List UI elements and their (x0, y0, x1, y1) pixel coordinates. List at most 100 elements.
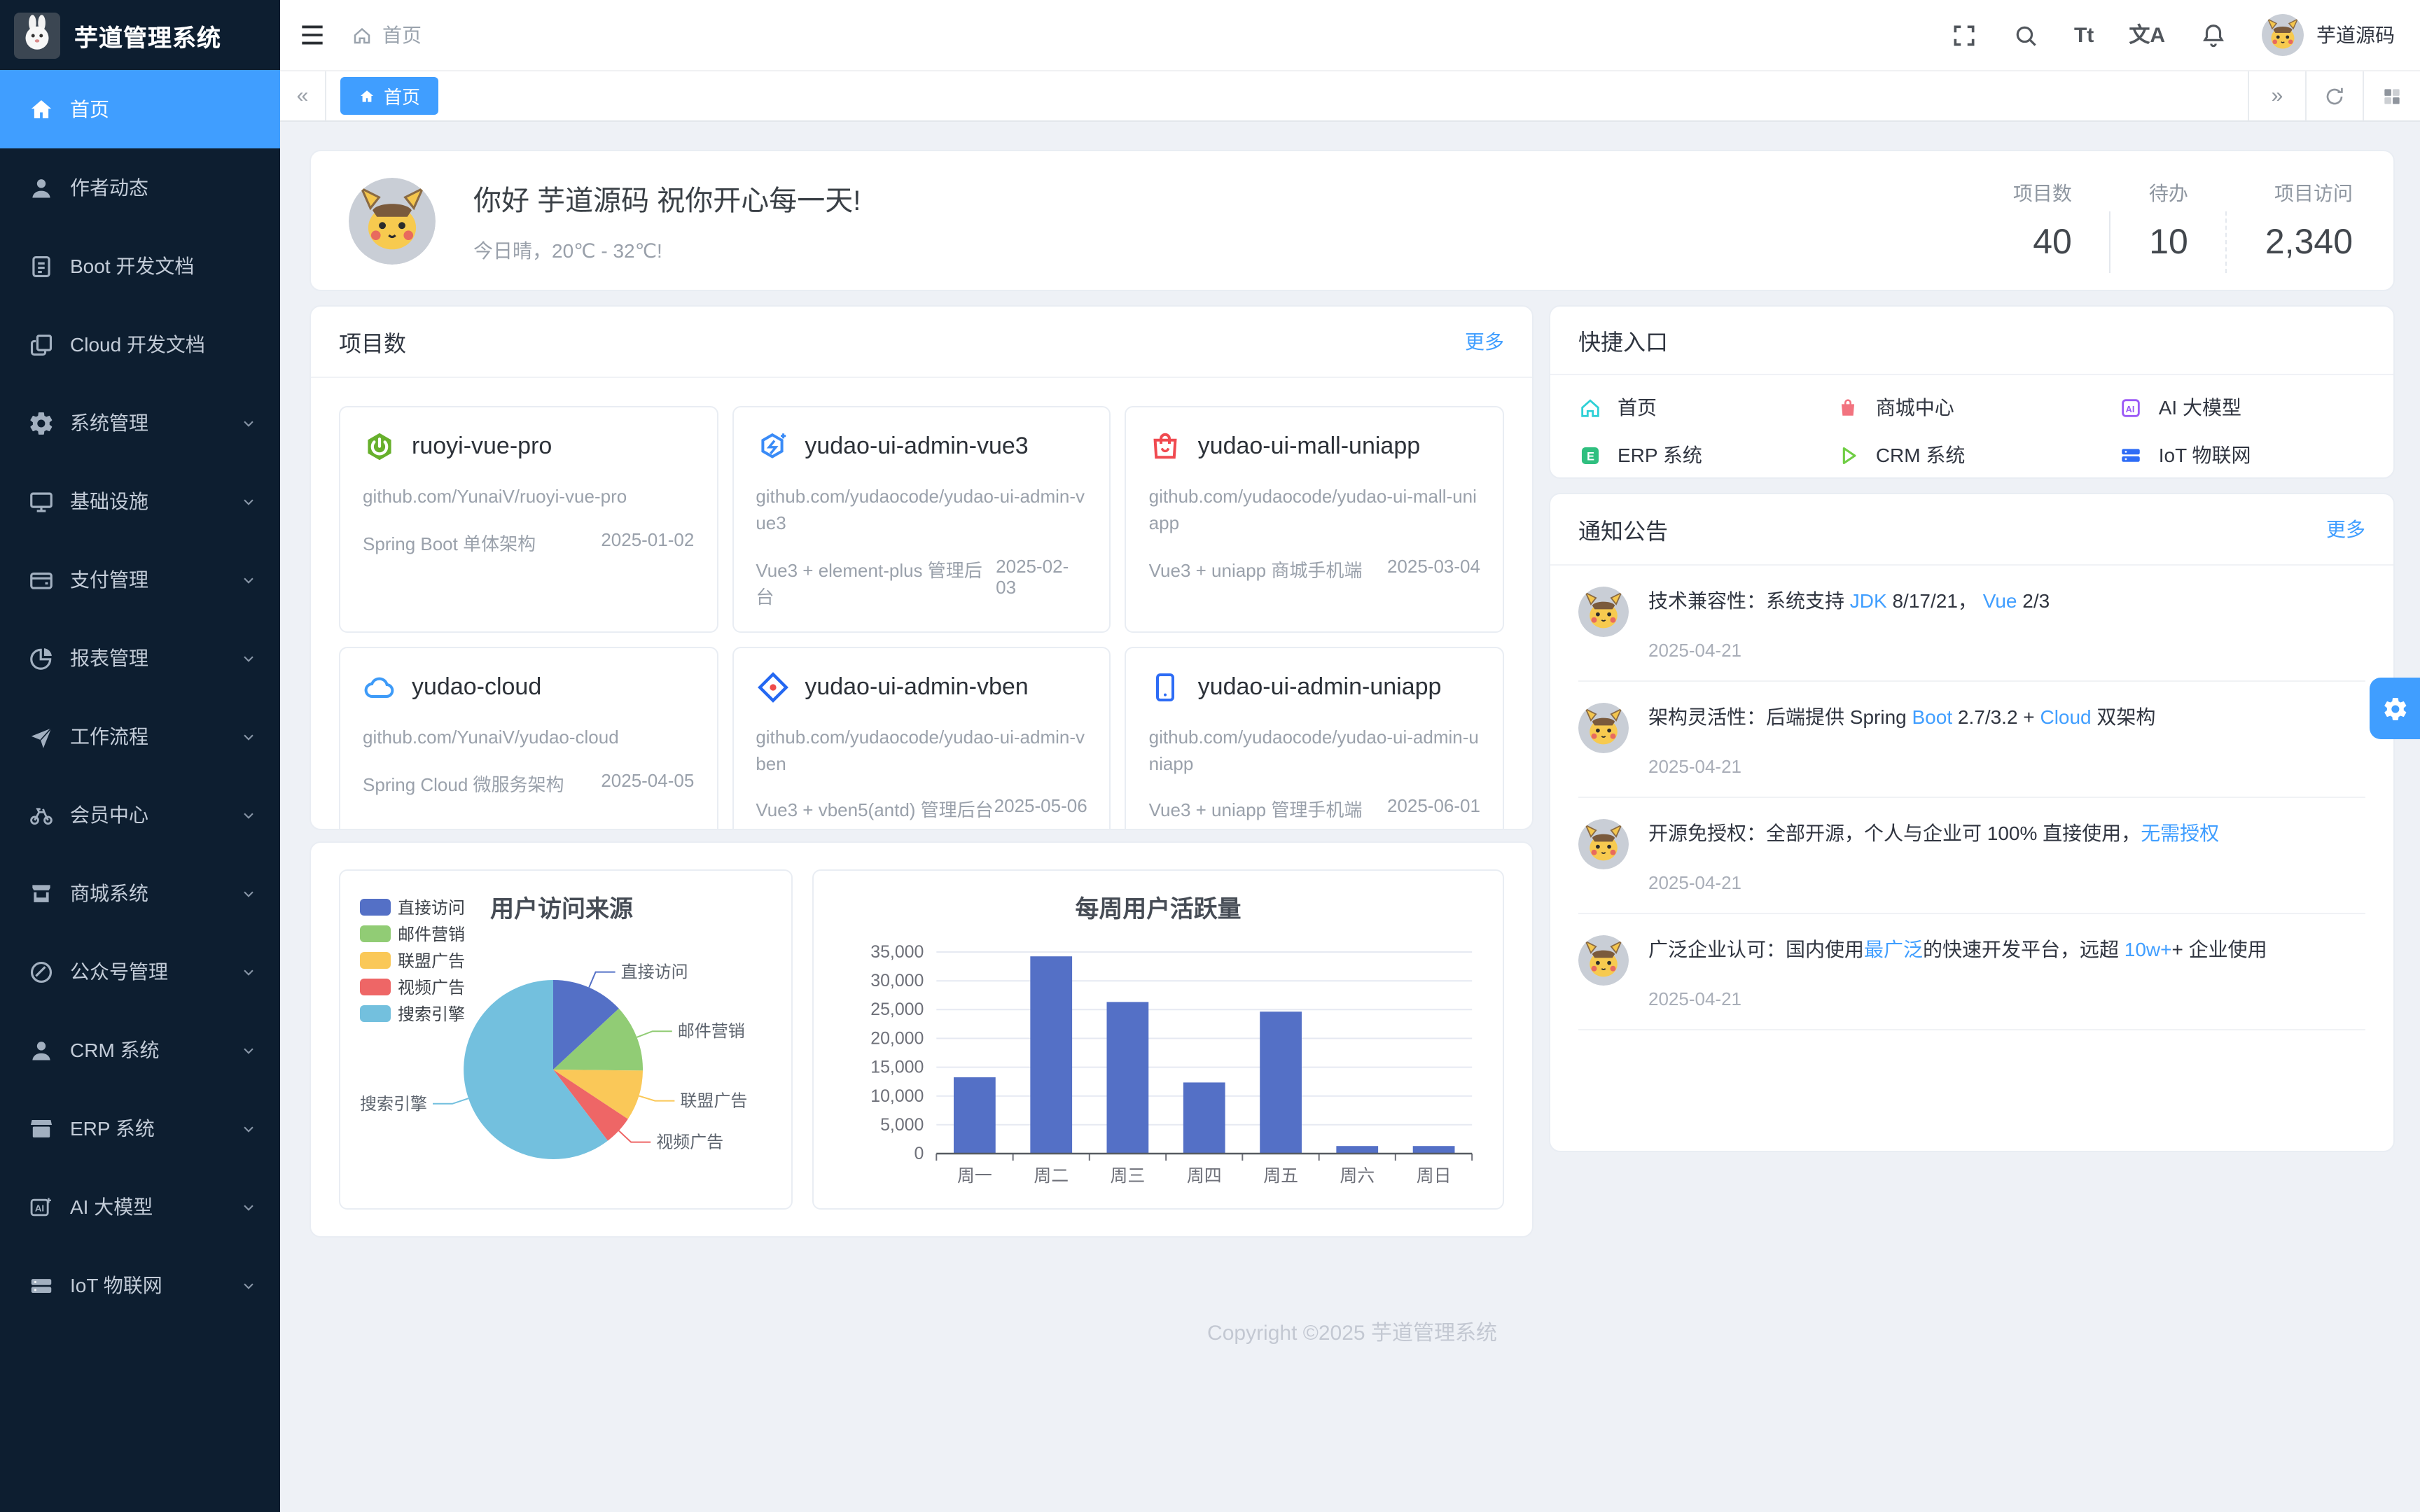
tabs-scroll-right-button[interactable]: » (2248, 71, 2305, 120)
sidebar-item-11[interactable]: 公众号管理 (0, 932, 280, 1011)
chevron-down-icon (239, 806, 258, 824)
tab-label: 首页 (384, 87, 421, 108)
sidebar-item-15[interactable]: IoT 物联网 (0, 1246, 280, 1324)
shortcut-1[interactable]: 商城中心 (1837, 393, 2120, 421)
sidebar-item-4[interactable]: 系统管理 (0, 384, 280, 462)
stat-value: 10 (2149, 222, 2188, 261)
notification-icon[interactable] (2200, 22, 2227, 48)
pie-slice-搜索引擎[interactable] (464, 980, 608, 1159)
project-card-yudao-ui-mall-uniapp[interactable]: yudao-ui-mall-uniapp github.com/yudaocode… (1125, 406, 1504, 633)
sidebar-item-8[interactable]: 工作流程 (0, 697, 280, 776)
bar-周日[interactable] (1412, 1146, 1455, 1154)
shortcut-3[interactable]: E ERP 系统 (1578, 441, 1837, 469)
stat-divider (2109, 211, 2111, 272)
shortcut-4[interactable]: CRM 系统 (1837, 441, 2120, 469)
breadcrumb[interactable]: 首页 (352, 21, 422, 49)
project-desc: Vue3 + element-plus 管理后台 (756, 559, 982, 608)
sidebar-item-3[interactable]: Cloud 开发文档 (0, 305, 280, 384)
project-card-yudao-cloud[interactable]: yudao-cloud github.com/YunaiV/yudao-cloud… (339, 646, 718, 829)
sidebar-item-5[interactable]: 基础设施 (0, 462, 280, 540)
pie-label: 联盟广告 (680, 1092, 747, 1111)
refresh-icon[interactable] (2305, 71, 2363, 120)
project-name: yudao-cloud (412, 673, 542, 700)
sidebar-item-7[interactable]: 报表管理 (0, 619, 280, 697)
project-date: 2025-06-01 (1386, 795, 1480, 817)
project-name: yudao-ui-mall-uniapp (1197, 433, 1421, 459)
notice-avatar (1578, 935, 1629, 986)
sidebar-item-0[interactable]: 首页 (0, 70, 280, 148)
bar-周三[interactable] (1106, 1002, 1149, 1154)
sidebar-item-2[interactable]: Boot 开发文档 (0, 227, 280, 305)
sidebar-item-14[interactable]: AI AI 大模型 (0, 1168, 280, 1246)
font-size-icon[interactable]: Tt (2073, 23, 2094, 47)
projects-more-link[interactable]: 更多 (1465, 330, 1504, 353)
bar-ytick: 15,000 (870, 1058, 924, 1077)
legend-swatch[interactable] (360, 1005, 391, 1022)
notices-more-link[interactable]: 更多 (2326, 518, 2365, 540)
tabs-scroll-left-button[interactable]: « (280, 71, 326, 120)
tab-home[interactable]: 首页 (340, 77, 439, 115)
sidebar-item-9[interactable]: 会员中心 (0, 776, 280, 854)
pie-slice-视频广告[interactable] (553, 1070, 628, 1141)
app-title: 芋道管理系统 (74, 24, 221, 51)
bar-周六[interactable] (1336, 1146, 1379, 1154)
user-menu[interactable]: 芋道源码 (2262, 14, 2395, 56)
dashboard-columns: 项目数 更多 ruoyi-vue-pro github.com/YunaiV/ru… (310, 305, 2395, 1238)
settings-fab-button[interactable] (2370, 678, 2420, 739)
sidebar-item-6[interactable]: 支付管理 (0, 540, 280, 619)
layout-grid-icon[interactable] (2363, 71, 2420, 120)
bar-周四[interactable] (1183, 1082, 1225, 1154)
pie-slice-联盟广告[interactable] (553, 1070, 643, 1119)
bar-周五[interactable] (1260, 1011, 1302, 1154)
fullscreen-icon[interactable] (1951, 22, 1977, 48)
sidebar-item-13[interactable]: ERP 系统 (0, 1089, 280, 1168)
shortcut-2[interactable]: AI AI 大模型 (2120, 393, 2365, 421)
chevron-down-icon (239, 1276, 258, 1294)
sidebar-item-12[interactable]: CRM 系统 (0, 1011, 280, 1089)
chevron-down-icon (239, 884, 258, 902)
spring-icon (363, 430, 396, 463)
sidebar-item-1[interactable]: 作者动态 (0, 148, 280, 227)
wallet-icon (28, 566, 55, 593)
notice-item-2[interactable]: 开源免授权：全部开源，个人与企业可 100% 直接使用，无需授权 2025-04-… (1578, 798, 2365, 914)
right-column: 快捷入口 首页 商城中心 AI AI 大模型 E ERP 系统 CRM 系统 IoT 物联网 … (1549, 305, 2395, 1238)
legend-swatch[interactable] (360, 899, 391, 916)
legend-swatch[interactable] (360, 952, 391, 969)
hamburger-icon[interactable] (297, 20, 328, 50)
notice-date: 2025-04-21 (1648, 640, 1741, 661)
shortcut-label: 首页 (1618, 396, 1657, 419)
shortcut-5[interactable]: IoT 物联网 (2120, 441, 2365, 469)
project-card-yudao-ui-admin-vben[interactable]: yudao-ui-admin-vben github.com/yudaocode/… (732, 646, 1111, 829)
sidebar-item-label: 会员中心 (70, 804, 148, 826)
pie-slice-直接访问[interactable] (553, 980, 619, 1070)
left-column: 项目数 更多 ruoyi-vue-pro github.com/YunaiV/ru… (310, 305, 1534, 1238)
bar-周一[interactable] (953, 1077, 996, 1154)
sidebar: 芋道管理系统 首页作者动态 Boot 开发文档 Cloud 开发文档 系统管理 基础设施… (0, 0, 280, 1512)
diamond-icon (756, 670, 789, 704)
project-card-ruoyi-vue-pro[interactable]: ruoyi-vue-pro github.com/YunaiV/ruoyi-vue… (339, 406, 718, 633)
qmall-icon (1837, 396, 1861, 419)
locale-icon[interactable]: 文A (2129, 23, 2165, 47)
stat-divider (2225, 211, 2227, 272)
pie-slice-邮件营销[interactable] (553, 1008, 644, 1071)
notice-item-0[interactable]: 技术兼容性：系统支持 JDK 8/17/21， Vue 2/3 2025-04-2… (1578, 566, 2365, 682)
legend-swatch[interactable] (360, 925, 391, 942)
project-desc: Vue3 + uniapp 商城手机端 (1148, 559, 1363, 581)
bar-周二[interactable] (1030, 956, 1073, 1154)
user-icon (28, 174, 55, 201)
project-card-yudao-ui-admin-uniapp[interactable]: yudao-ui-admin-uniapp github.com/yudaocod… (1125, 646, 1504, 829)
legend-swatch[interactable] (360, 979, 391, 995)
sidebar-item-label: 商城系统 (70, 882, 148, 904)
search-icon[interactable] (2012, 22, 2039, 48)
project-card-yudao-ui-admin-vue3[interactable]: yudao-ui-admin-vue3 github.com/yudaocode/… (732, 406, 1111, 633)
sidebar-item-label: 作者动态 (70, 176, 148, 199)
sidebar-item-10[interactable]: 商城系统 (0, 854, 280, 932)
notice-item-3[interactable]: 广泛企业认可：国内使用最广泛的快速开发平台，远超 10w++ 企业使用 2025-… (1578, 914, 2365, 1030)
bar-chart-card: 每周用户活跃量 0 5,000 10,000 15,000 20,000 25,000 30,… (812, 869, 1504, 1210)
project-name: yudao-ui-admin-vben (805, 673, 1029, 700)
notice-item-1[interactable]: 架构灵活性：后端提供 Spring Boot 2.7/3.2 + Cloud 双… (1578, 682, 2365, 798)
shortcut-0[interactable]: 首页 (1578, 393, 1837, 421)
tabs-spacer (438, 71, 2248, 120)
home-icon (359, 88, 375, 104)
project-name: ruoyi-vue-pro (412, 433, 552, 459)
